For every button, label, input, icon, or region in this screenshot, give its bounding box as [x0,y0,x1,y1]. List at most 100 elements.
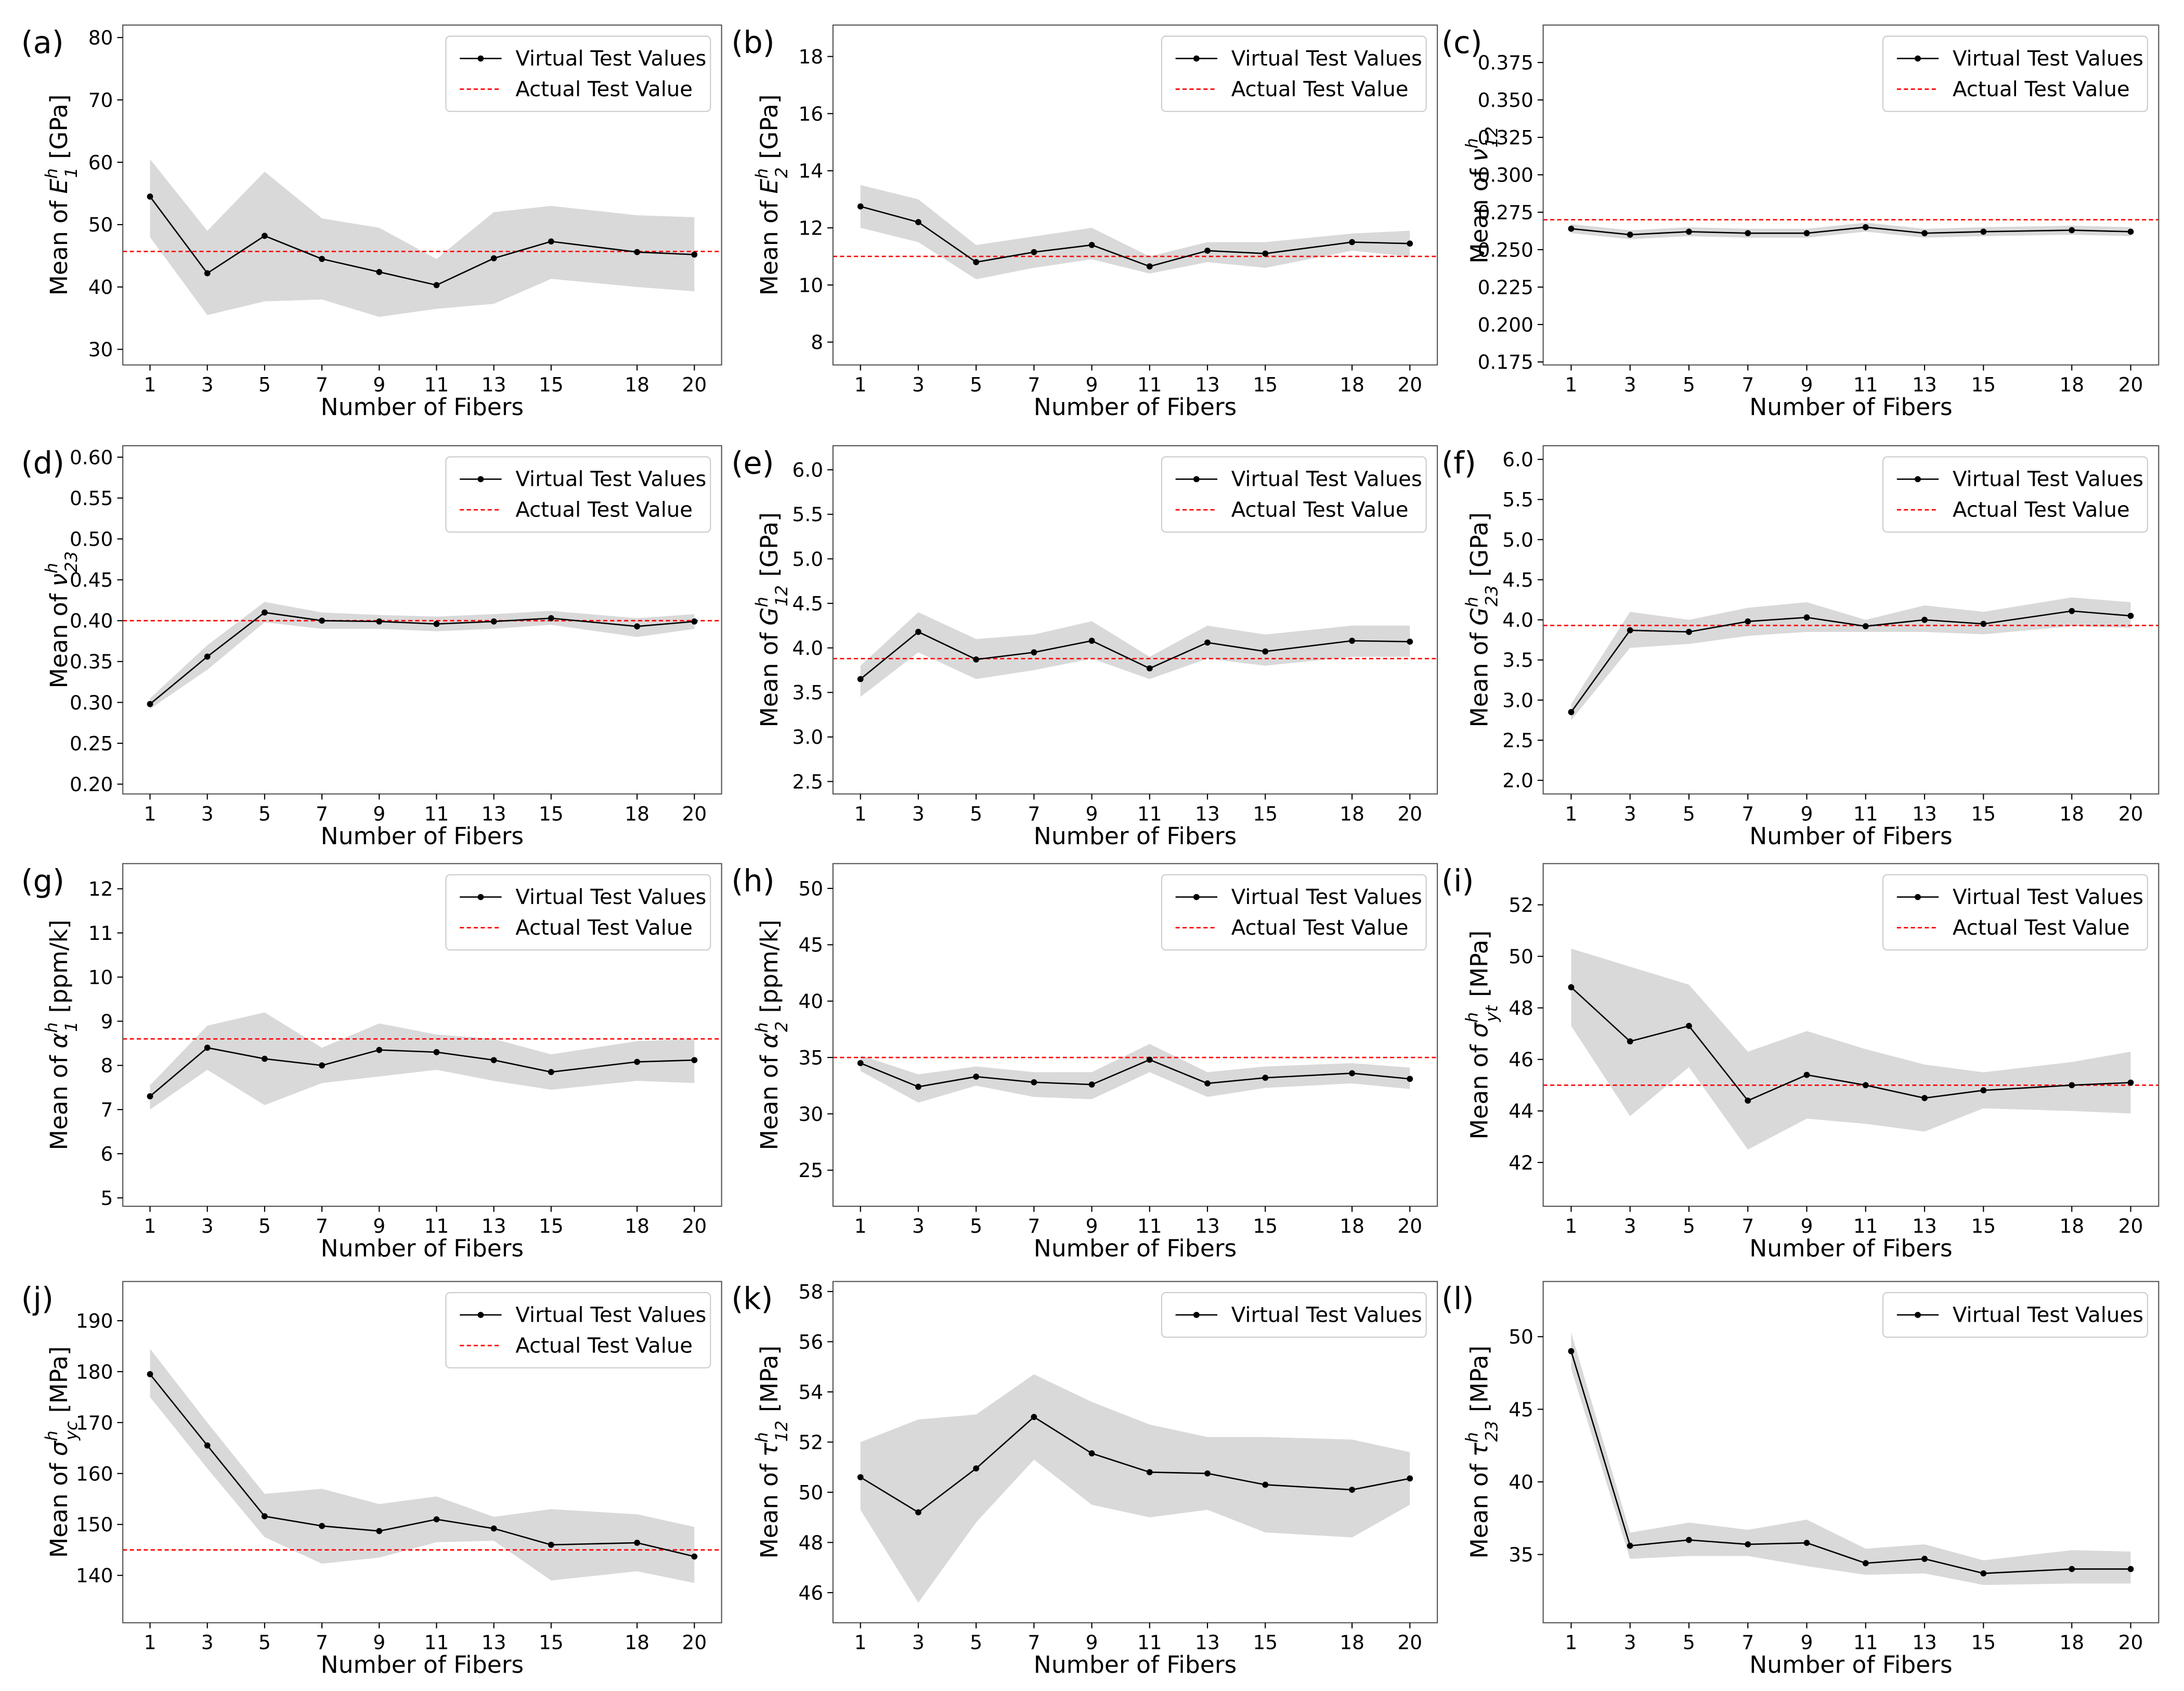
confidence-band [150,602,695,709]
data-point [1980,621,1987,627]
data-point [1088,1450,1095,1457]
y-label-sub: 1 [61,1021,81,1031]
data-point [1031,649,1037,656]
series-line [860,205,1410,267]
data-point [691,1057,698,1063]
y-axis-label: Mean of σhyc [MPa] [42,1346,81,1558]
y-label-unit: [MPa] [756,1346,783,1412]
confidence-band [860,1044,1410,1103]
x-tick-label: 20 [1397,802,1422,825]
y-tick-label: 52 [798,1431,823,1454]
data-point [1862,224,1869,230]
legend: Virtual Test Values Actual Test Value [1161,456,1427,533]
legend: Virtual Test Values Actual Test Value [445,456,711,533]
y-label-sub: 12 [772,1421,791,1442]
y-tick-label: 6.0 [1502,448,1533,471]
y-label-prefix: Mean of [756,1055,783,1150]
x-tick-label: 13 [482,373,506,396]
y-axis-label: Mean of Gh23 [GPa] [1462,512,1502,728]
x-tick-label: 11 [424,373,449,396]
data-point [1262,648,1269,655]
legend-box [1161,456,1427,533]
y-tick-label: 46 [798,1581,823,1604]
x-tick-label: 5 [1683,373,1695,396]
y-tick-label: 0.225 [1478,276,1533,299]
data-point [1745,1541,1751,1547]
x-tick-label: 15 [1253,802,1278,825]
data-point [634,249,641,255]
y-label-sup: h [42,563,61,573]
y-label-sub: 2 [772,167,791,178]
x-tick-label: 18 [625,373,649,396]
y-tick-label: 0.30 [70,691,113,714]
x-tick-label: 1 [144,802,157,825]
data-point [548,1069,554,1075]
x-tick-label: 20 [2118,1631,2143,1654]
legend-box [1882,874,2148,951]
legend-box [445,874,711,951]
y-tick-label: 0.300 [1478,163,1533,186]
x-tick-label: 7 [1741,802,1754,825]
y-tick-label: 12 [88,877,113,900]
data-point [634,1059,641,1065]
legend-label: Virtual Test Values [1231,47,1422,71]
data-point [1262,1075,1269,1081]
x-tick-label: 18 [2059,802,2084,825]
legend: Virtual Test Values [1161,1292,1427,1338]
legend-marker [1915,1312,1921,1318]
x-tick-label: 9 [373,802,385,825]
y-tick-label: 42 [1509,1151,1533,1174]
y-tick-label: 5.0 [792,548,824,571]
y-label-unit: [MPa] [45,1346,73,1413]
y-tick-label: 0.375 [1478,51,1533,74]
y-tick-label: 180 [76,1360,113,1383]
legend-marker [1193,1312,1200,1318]
y-tick-label: 0.55 [70,487,113,510]
y-tick-label: 50 [1509,945,1533,968]
y-tick-label: 18 [798,45,823,68]
data-point [634,623,641,630]
panel-label: (i) [1441,863,1474,899]
y-tick-label: 45 [1509,1398,1533,1421]
data-point [1862,1560,1869,1567]
data-point [1568,225,1575,232]
y-tick-label: 0.175 [1478,351,1533,373]
x-tick-label: 15 [1971,1631,1996,1654]
x-tick-label: 20 [682,1215,707,1237]
data-point [1407,1076,1413,1082]
confidence-band [860,1374,1410,1603]
y-axis-label: Mean of νh12 [1462,126,1502,264]
x-tick-label: 13 [482,802,506,825]
x-tick-label: 1 [1565,802,1578,825]
data-point [1349,638,1355,644]
data-point [261,233,268,239]
x-tick-label: 3 [1624,802,1636,825]
legend-box [445,1292,711,1369]
y-label-prefix: Mean of [1466,1044,1493,1139]
y-label-sub: 2 [772,1021,791,1031]
data-point [1803,614,1810,621]
x-tick-label: 3 [201,802,214,825]
legend-marker [477,55,484,62]
x-tick-label: 15 [1971,802,1996,825]
x-tick-label: 13 [1195,373,1220,396]
legend: Virtual Test Values Actual Test Value [445,1292,711,1369]
y-label-prefix: Mean of [45,1463,73,1558]
x-tick-label: 11 [1137,373,1162,396]
subplot: 2.02.53.03.54.04.55.05.56.01 3 5 7 9 11 13 15 18… [1441,445,2160,850]
x-tick-label: 13 [1912,373,1937,396]
y-label-sup: h [42,1430,61,1441]
x-tick-label: 15 [539,373,564,396]
x-tick-label: 9 [1801,1215,1813,1237]
data-point [973,656,980,663]
y-tick-label: 3.5 [792,681,824,704]
y-axis-label: Mean of τh23 [MPa] [1462,1346,1502,1559]
y-tick-label: 5.0 [1502,528,1533,551]
x-tick-label: 15 [539,802,564,825]
data-point [204,1044,211,1051]
